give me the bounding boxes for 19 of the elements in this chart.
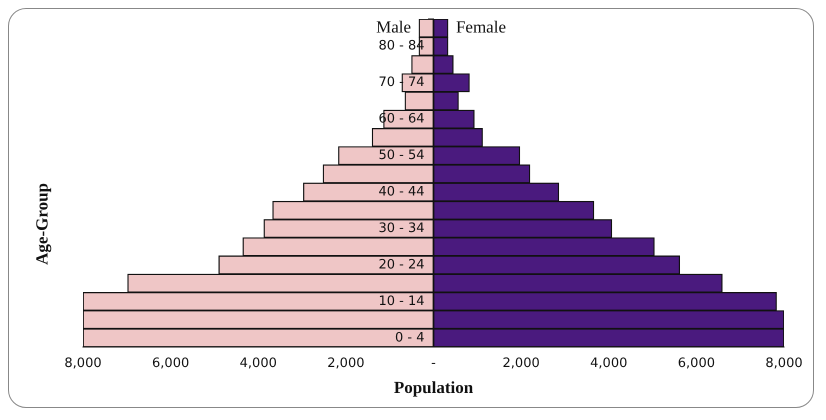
y-tick-label: 50 - 54 <box>378 148 424 164</box>
x-tick-label: 8,000 <box>64 356 102 372</box>
series-label: Female <box>456 18 506 37</box>
x-tick-label: 2,000 <box>502 356 540 372</box>
y-axis-title: Age-Group <box>32 183 52 265</box>
y-tick-label: 30 - 34 <box>378 220 424 236</box>
y-tick-label: 0 - 4 <box>395 330 424 346</box>
y-tick-label: 10 - 14 <box>378 294 424 309</box>
x-tick-label: 6,000 <box>152 356 190 372</box>
y-tick-label: 20 - 24 <box>378 257 424 272</box>
x-tick-label: 4,000 <box>240 356 277 372</box>
x-tick-label: 8,000 <box>765 356 803 372</box>
x-tick-label: 6,000 <box>678 356 715 372</box>
y-tick-label: 40 - 44 <box>378 184 424 200</box>
series-label: Male <box>376 18 412 37</box>
x-tick-label: 4,000 <box>590 356 628 372</box>
x-axis-title: Population <box>394 378 474 398</box>
x-tick-label: 2,000 <box>327 356 364 372</box>
x-tick-label: - <box>431 356 436 372</box>
